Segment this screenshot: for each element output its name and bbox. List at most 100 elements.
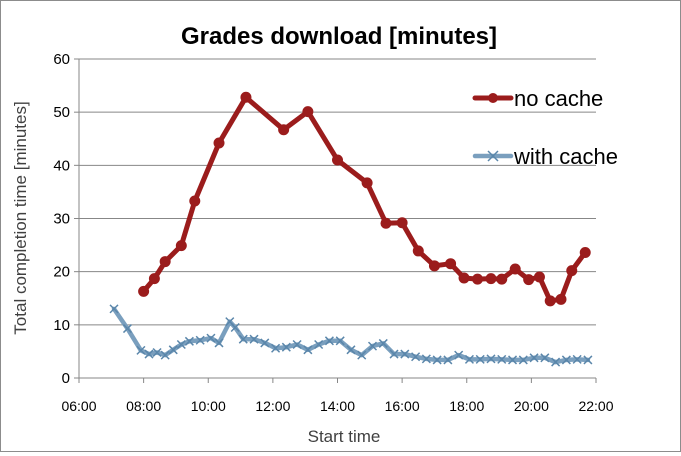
y-tick-labels: 0 10 20 30 40 50 60 — [53, 51, 70, 387]
data-point — [184, 336, 194, 346]
data-point — [497, 354, 507, 364]
legend: no cache with cache — [472, 86, 618, 169]
data-point — [138, 285, 150, 297]
data-point — [335, 336, 345, 346]
data-point — [249, 334, 259, 344]
x-tick-labels: 06:00 08:00 10:00 12:00 14:00 16:00 18:00 20:00… — [61, 398, 613, 414]
data-point — [509, 263, 521, 275]
data-point — [443, 355, 453, 365]
data-point — [346, 345, 356, 355]
data-point — [583, 355, 593, 365]
data-point — [271, 343, 281, 353]
data-point — [238, 334, 248, 344]
data-point — [396, 217, 408, 229]
data-point — [561, 355, 571, 365]
y-tick-label: 50 — [53, 104, 70, 121]
data-point — [432, 355, 442, 365]
data-point — [144, 349, 154, 359]
x-tick-label: 20:00 — [514, 398, 549, 414]
x-tick-label: 14:00 — [320, 398, 355, 414]
chart-title: Grades download [minutes] — [181, 23, 497, 50]
series-no-cache — [138, 91, 591, 307]
data-point — [214, 338, 224, 348]
data-point — [389, 349, 399, 359]
y-tick-label: 20 — [53, 264, 70, 281]
data-point — [281, 342, 291, 352]
data-point — [260, 338, 270, 348]
x-tick-label: 08:00 — [126, 398, 161, 414]
series-line — [111, 306, 591, 365]
data-point — [168, 345, 178, 355]
legend-item: with cache — [472, 144, 618, 169]
data-point — [579, 247, 591, 259]
data-point — [175, 240, 187, 252]
data-point — [486, 354, 496, 364]
data-point — [332, 154, 343, 166]
data-point — [411, 352, 421, 362]
data-point — [278, 124, 290, 136]
data-point — [507, 355, 518, 365]
x-tick-label: 22:00 — [578, 398, 613, 414]
data-point — [122, 324, 132, 334]
data-point — [458, 272, 470, 284]
data-point — [529, 353, 539, 363]
x-tick-label: 16:00 — [385, 398, 420, 414]
x-tick-label: 06:00 — [61, 398, 96, 414]
data-point — [496, 273, 508, 285]
data-point — [189, 195, 201, 207]
data-point — [357, 350, 367, 360]
data-point — [421, 354, 431, 364]
data-point — [176, 339, 186, 350]
y-tick-label: 30 — [53, 211, 70, 228]
y-tick-label: 10 — [53, 317, 70, 334]
legend-label: no cache — [514, 86, 603, 111]
data-point — [485, 273, 497, 285]
axes — [74, 58, 597, 383]
x-tick-label: 18:00 — [449, 398, 484, 414]
data-point — [566, 265, 578, 277]
data-point — [292, 339, 302, 350]
data-point — [551, 357, 561, 367]
data-point — [160, 350, 170, 360]
data-point — [400, 349, 410, 359]
data-point — [324, 336, 334, 346]
data-point — [445, 258, 457, 270]
series-group — [109, 91, 593, 367]
data-point — [159, 256, 171, 268]
data-point — [523, 274, 535, 286]
data-point — [136, 345, 146, 355]
x-tick-label: 10:00 — [191, 398, 226, 414]
legend-label: with cache — [513, 144, 618, 169]
series-with-cache — [109, 304, 593, 367]
legend-item: no cache — [472, 86, 603, 111]
data-point — [544, 295, 556, 307]
data-point — [213, 137, 225, 149]
data-point — [378, 338, 388, 348]
data-point — [361, 177, 373, 189]
data-point — [540, 353, 550, 363]
data-point — [464, 354, 474, 364]
data-point — [367, 341, 378, 351]
data-point — [148, 273, 160, 285]
data-point — [428, 260, 440, 272]
y-tick-label: 0 — [62, 370, 70, 387]
legend-swatch-marker — [487, 150, 499, 162]
data-point — [206, 333, 216, 343]
data-point — [303, 345, 313, 355]
data-point — [152, 347, 162, 358]
data-point — [240, 91, 252, 103]
y-tick-label: 40 — [53, 157, 70, 174]
data-point — [454, 350, 464, 360]
data-point — [412, 245, 424, 257]
gridlines — [79, 58, 596, 326]
data-point — [533, 271, 545, 283]
y-axis-label: Total completion time [minutes] — [11, 101, 30, 334]
data-point — [109, 304, 119, 314]
data-point — [472, 273, 484, 285]
data-point — [518, 355, 528, 365]
data-point — [380, 217, 392, 229]
data-point — [230, 322, 240, 333]
y-tick-label: 60 — [53, 51, 70, 68]
data-point — [475, 354, 485, 364]
